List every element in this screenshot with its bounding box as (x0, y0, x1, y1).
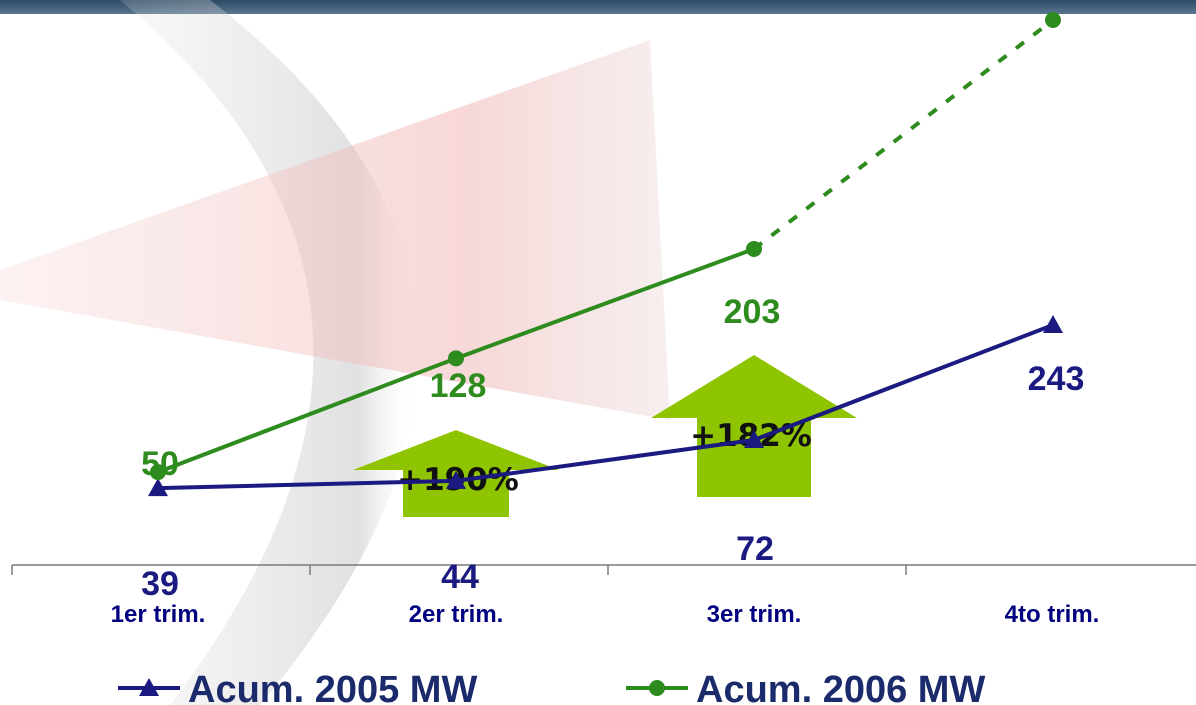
series-2006-projection-line (752, 18, 1055, 251)
legend-label: Acum. 2005 MW (188, 669, 477, 705)
x-tick-label: 2er trim. (409, 601, 504, 628)
series-2006-point (448, 350, 464, 367)
x-tick-label: 3er trim. (707, 601, 802, 628)
background-decoration (0, 0, 670, 705)
series-2005-point (148, 478, 168, 497)
series-2006-value-label: 128 (430, 367, 487, 405)
series-2005-value-label: 243 (1028, 360, 1085, 398)
legend: Acum. 2005 MW Acum. 2006 MW (118, 669, 985, 705)
growth-arrow (651, 355, 857, 497)
series-2005-value-label: 72 (736, 530, 774, 568)
series-2006-point (1045, 12, 1061, 28)
growth-arrows: +190%+182% (353, 355, 857, 517)
value-labels: 39 44 72 243 50 128 203 (141, 293, 1084, 603)
series-lines (148, 12, 1063, 497)
legend-marker (649, 680, 665, 696)
category-axis: 1er trim. 2er trim. 3er trim. 4to trim. (11, 564, 1196, 628)
series-2006-point (150, 464, 166, 481)
x-tick-label: 4to trim. (1005, 601, 1100, 628)
series-2005-point (1043, 315, 1063, 333)
series-2005-point (446, 470, 466, 489)
header-rule (0, 0, 1196, 14)
x-tick-label: 1er trim. (111, 601, 206, 628)
series-2005-value-label: 39 (141, 565, 179, 603)
series-2006-value-label: 50 (141, 445, 179, 483)
series-2006-point (746, 240, 762, 257)
legend-marker (139, 678, 159, 696)
series-2005-line (157, 323, 1054, 491)
series-2006-value-label: 203 (724, 293, 781, 331)
series-2005-point (744, 430, 764, 448)
series-2005-value-label: 44 (441, 558, 479, 596)
legend-label: Acum. 2006 MW (696, 669, 985, 705)
